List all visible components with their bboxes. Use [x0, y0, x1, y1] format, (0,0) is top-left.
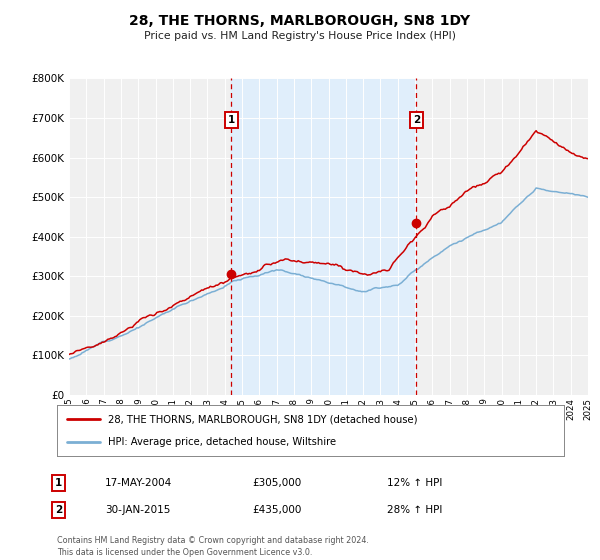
- Text: 2: 2: [55, 505, 62, 515]
- Text: 30-JAN-2015: 30-JAN-2015: [105, 505, 170, 515]
- Text: HPI: Average price, detached house, Wiltshire: HPI: Average price, detached house, Wilt…: [108, 437, 336, 447]
- Text: 1: 1: [227, 115, 235, 125]
- Text: 12% ↑ HPI: 12% ↑ HPI: [387, 478, 442, 488]
- Text: 2: 2: [413, 115, 420, 125]
- Text: 28, THE THORNS, MARLBOROUGH, SN8 1DY: 28, THE THORNS, MARLBOROUGH, SN8 1DY: [130, 14, 470, 28]
- Text: 28% ↑ HPI: 28% ↑ HPI: [387, 505, 442, 515]
- Text: 17-MAY-2004: 17-MAY-2004: [105, 478, 172, 488]
- Bar: [231, 78, 416, 395]
- Text: Price paid vs. HM Land Registry's House Price Index (HPI): Price paid vs. HM Land Registry's House …: [144, 31, 456, 41]
- Text: 1: 1: [55, 478, 62, 488]
- Text: 28, THE THORNS, MARLBOROUGH, SN8 1DY (detached house): 28, THE THORNS, MARLBOROUGH, SN8 1DY (de…: [108, 414, 417, 424]
- Text: £305,000: £305,000: [252, 478, 301, 488]
- Text: £435,000: £435,000: [252, 505, 301, 515]
- Text: Contains HM Land Registry data © Crown copyright and database right 2024.
This d: Contains HM Land Registry data © Crown c…: [57, 536, 369, 557]
